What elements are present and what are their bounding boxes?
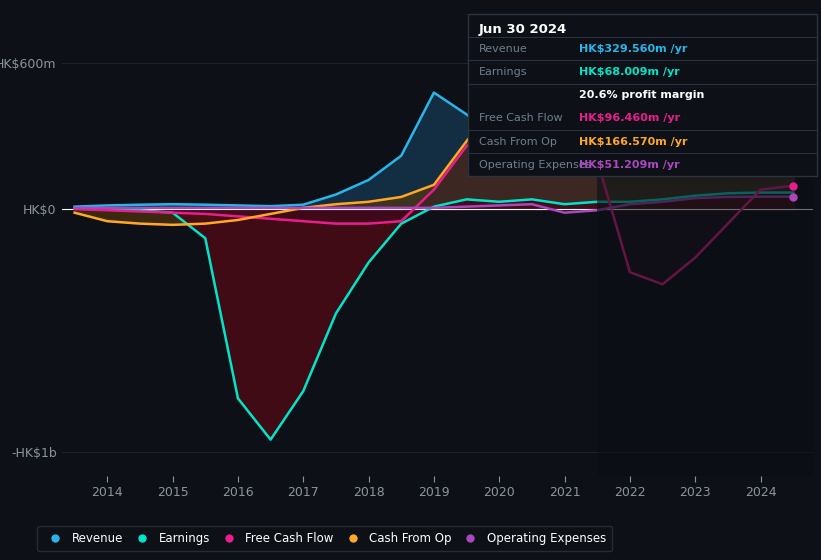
Text: Jun 30 2024: Jun 30 2024 (479, 22, 566, 36)
Text: HK$166.570m /yr: HK$166.570m /yr (579, 137, 687, 147)
Text: Cash From Op: Cash From Op (479, 137, 557, 147)
Text: HK$51.209m /yr: HK$51.209m /yr (579, 160, 680, 170)
Legend: Revenue, Earnings, Free Cash Flow, Cash From Op, Operating Expenses: Revenue, Earnings, Free Cash Flow, Cash … (38, 526, 612, 551)
Text: Revenue: Revenue (479, 44, 527, 54)
Text: Earnings: Earnings (479, 67, 527, 77)
Text: Free Cash Flow: Free Cash Flow (479, 113, 562, 123)
Text: HK$96.460m /yr: HK$96.460m /yr (579, 113, 680, 123)
Text: HK$329.560m /yr: HK$329.560m /yr (579, 44, 687, 54)
Text: Operating Expenses: Operating Expenses (479, 160, 591, 170)
Bar (597, 39, 813, 476)
Text: 20.6% profit margin: 20.6% profit margin (579, 90, 704, 100)
Text: HK$68.009m /yr: HK$68.009m /yr (579, 67, 680, 77)
